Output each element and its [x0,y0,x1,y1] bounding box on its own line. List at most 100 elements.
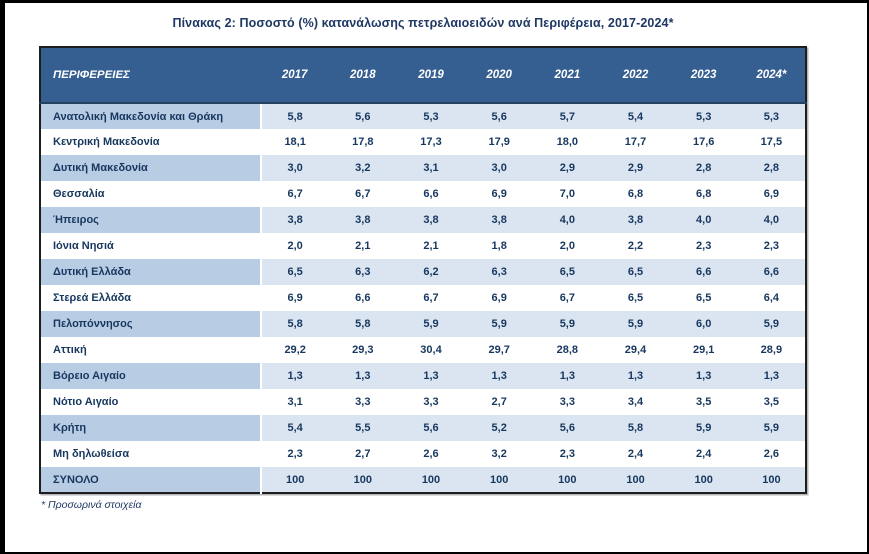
value-cell: 3,8 [260,207,329,233]
value-cell: 18,1 [260,129,329,155]
value-cell: 6,7 [328,181,397,207]
value-cell: 5,8 [260,311,329,337]
value-cell: 100 [260,467,329,493]
value-cell: 6,9 [465,181,534,207]
value-cell: 17,7 [601,129,670,155]
table-row: Αττική 29,2 29,3 30,4 29,7 28,8 29,4 29,1 28,9 [40,337,806,363]
value-cell: 100 [601,467,670,493]
region-cell: Ανατολική Μακεδονία και Θράκη [40,103,262,129]
header-cell-year: 2021 [533,47,602,104]
value-cell: 17,3 [396,129,466,155]
value-cell: 2,8 [737,155,806,181]
footnote: * Προσωρινά στοιχεία [41,499,142,511]
table-row: Δυτική Μακεδονία 3,0 3,2 3,1 3,0 2,9 2,9 2,8 2,8 [40,155,806,181]
value-cell: 29,2 [260,337,329,363]
region-cell: Μη δηλωθείσα [40,441,262,467]
value-cell: 6,6 [737,259,806,285]
region-cell: Κεντρική Μακεδονία [40,129,262,155]
value-cell: 3,4 [601,389,670,415]
value-cell: 17,8 [328,129,397,155]
value-cell: 2,0 [533,233,602,259]
value-cell: 6,5 [601,285,670,311]
value-cell: 28,8 [533,337,602,363]
value-cell: 5,3 [669,103,738,129]
consumption-table: ΠΕΡΙΦΕΡΕΙΕΣ 2017 2018 2019 2020 2021 2022 2023… [39,46,807,494]
value-cell: 2,4 [601,441,670,467]
value-cell: 2,4 [669,441,738,467]
table-header-row: ΠΕΡΙΦΕΡΕΙΕΣ 2017 2018 2019 2020 2021 2022 2023… [40,47,806,104]
value-cell: 5,9 [737,311,806,337]
value-cell: 6,7 [260,181,329,207]
value-cell: 6,6 [396,181,466,207]
value-cell: 3,0 [465,155,534,181]
value-cell: 6,9 [260,285,329,311]
value-cell: 5,8 [601,415,670,441]
value-cell: 3,3 [533,389,602,415]
value-cell: 3,5 [737,389,806,415]
value-cell: 2,1 [396,233,466,259]
value-cell: 2,3 [260,441,329,467]
value-cell: 6,8 [669,181,738,207]
header-cell-year: 2020 [465,47,534,104]
value-cell: 6,4 [737,285,806,311]
value-cell: 3,8 [328,207,397,233]
value-cell: 2,6 [396,441,466,467]
value-cell: 3,8 [465,207,534,233]
value-cell: 1,8 [465,233,534,259]
value-cell: 30,4 [396,337,466,363]
table-row: Νότιο Αιγαίο 3,1 3,3 3,3 2,7 3,3 3,4 3,5 3,5 [40,389,806,415]
value-cell: 6,5 [260,259,329,285]
page-title: Πίνακας 2: Ποσοστό (%) κατανάλωσης πετρε… [172,16,674,30]
value-cell: 6,5 [669,285,738,311]
value-cell: 3,8 [601,207,670,233]
region-cell: Δυτική Μακεδονία [40,155,262,181]
value-cell: 4,0 [533,207,602,233]
value-cell: 3,1 [260,389,329,415]
value-cell: 6,9 [737,181,806,207]
value-cell: 6,7 [396,285,466,311]
value-cell: 5,5 [328,415,397,441]
value-cell: 100 [396,467,466,493]
region-cell: Πελοπόννησος [40,311,262,337]
value-cell: 100 [328,467,397,493]
value-cell: 6,3 [328,259,397,285]
value-cell: 1,3 [737,363,806,389]
value-cell: 7,0 [533,181,602,207]
value-cell: 100 [465,467,534,493]
value-cell: 6,8 [601,181,670,207]
region-cell: Ήπειρος [40,207,262,233]
value-cell: 5,2 [465,415,534,441]
value-cell: 3,2 [328,155,397,181]
value-cell: 5,8 [328,311,397,337]
value-cell: 5,6 [396,415,466,441]
value-cell: 17,9 [465,129,534,155]
value-cell: 2,6 [737,441,806,467]
region-cell: Αττική [40,337,262,363]
value-cell: 2,2 [601,233,670,259]
value-cell: 3,2 [465,441,534,467]
header-cell-year: 2017 [260,47,329,104]
value-cell: 5,9 [396,311,466,337]
value-cell: 1,3 [260,363,329,389]
value-cell: 5,6 [465,103,534,129]
value-cell: 3,8 [396,207,466,233]
table-body: Ανατολική Μακεδονία και Θράκη 5,8 5,6 5,3 5,… [40,103,806,493]
region-cell: Νότιο Αιγαίο [40,389,262,415]
value-cell: 6,5 [601,259,670,285]
value-cell: 29,7 [465,337,534,363]
value-cell: 5,7 [533,103,602,129]
value-cell: 6,7 [533,285,602,311]
region-cell: Στερεά Ελλάδα [40,285,262,311]
header-cell-year: 2019 [396,47,466,104]
table-row: Θεσσαλία 6,7 6,7 6,6 6,9 7,0 6,8 6,8 6,9 [40,181,806,207]
value-cell: 4,0 [669,207,738,233]
value-cell: 2,9 [601,155,670,181]
value-cell: 6,2 [396,259,466,285]
value-cell: 1,3 [396,363,466,389]
value-cell: 5,4 [260,415,329,441]
value-cell: 5,3 [396,103,466,129]
table-row: Κρήτη 5,4 5,5 5,6 5,2 5,6 5,8 5,9 5,9 [40,415,806,441]
region-cell: Κρήτη [40,415,262,441]
value-cell: 17,6 [669,129,738,155]
